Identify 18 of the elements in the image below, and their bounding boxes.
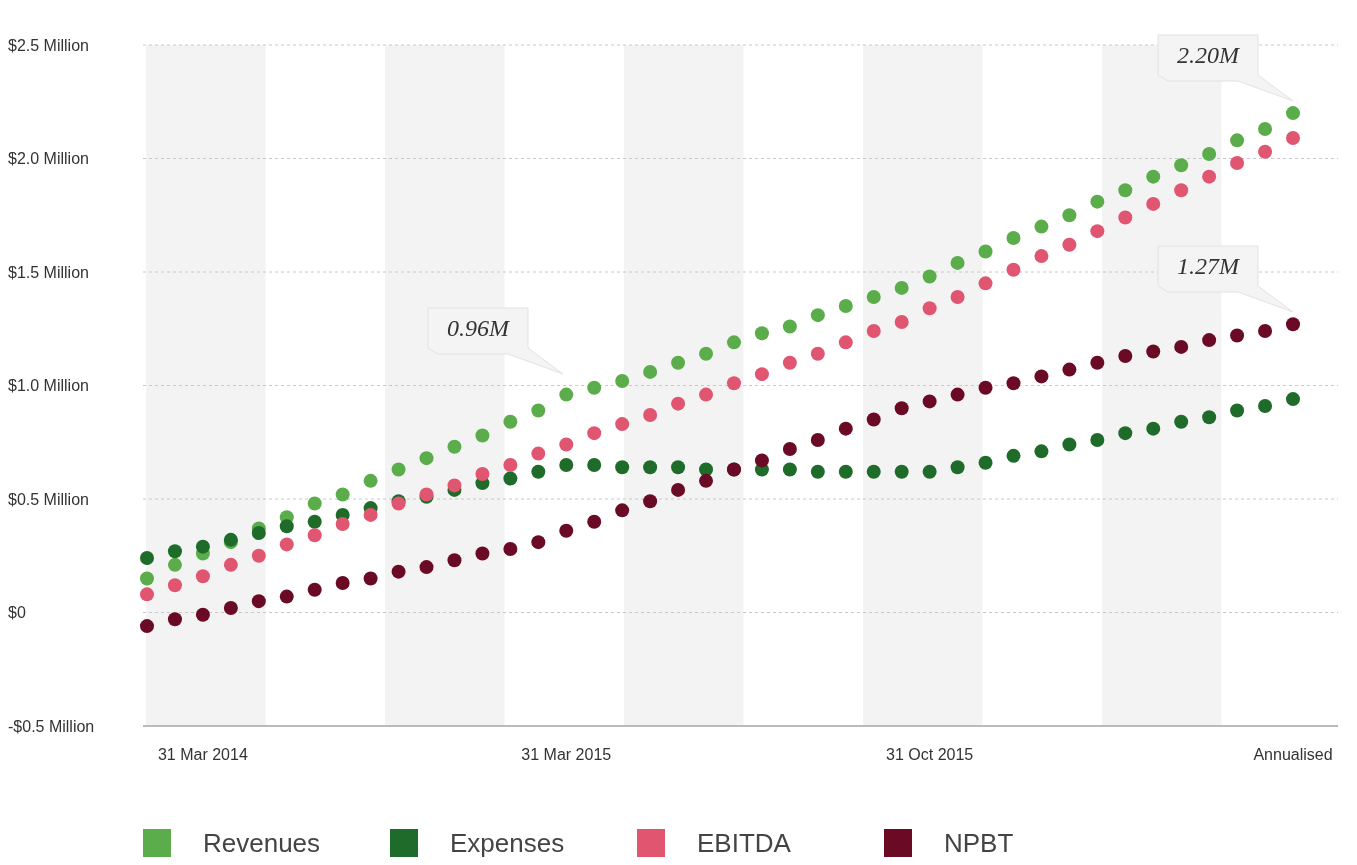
x-tick-label: Annualised — [1253, 746, 1333, 763]
annotation: 2.20M — [1177, 42, 1241, 68]
x-tick-label: 31 Oct 2015 — [886, 746, 974, 763]
y-tick-label: $2.5 Million — [8, 36, 89, 54]
x-tick-label: 31 Mar 2014 — [157, 746, 248, 763]
legend-label: Revenues — [203, 828, 321, 859]
legend-label: NPBT — [944, 828, 1014, 859]
y-tick-label: -$0.5 Million — [8, 717, 95, 735]
annotation: 1.27M — [1177, 253, 1241, 279]
legend-label: EBITDA — [697, 828, 792, 859]
y-tick-label: $0.5 Million — [8, 490, 89, 508]
y-tick-label: $1.0 Million — [8, 377, 89, 395]
x-tick-label: 31 Mar 2015 — [521, 746, 612, 763]
y-tick-label: $2.0 Million — [8, 150, 89, 168]
legend-label: Expenses — [450, 828, 565, 859]
annotation: 0.96M — [447, 315, 511, 341]
y-tick-label: $1.5 Million — [8, 263, 89, 281]
y-tick-label: $0 — [8, 604, 26, 622]
